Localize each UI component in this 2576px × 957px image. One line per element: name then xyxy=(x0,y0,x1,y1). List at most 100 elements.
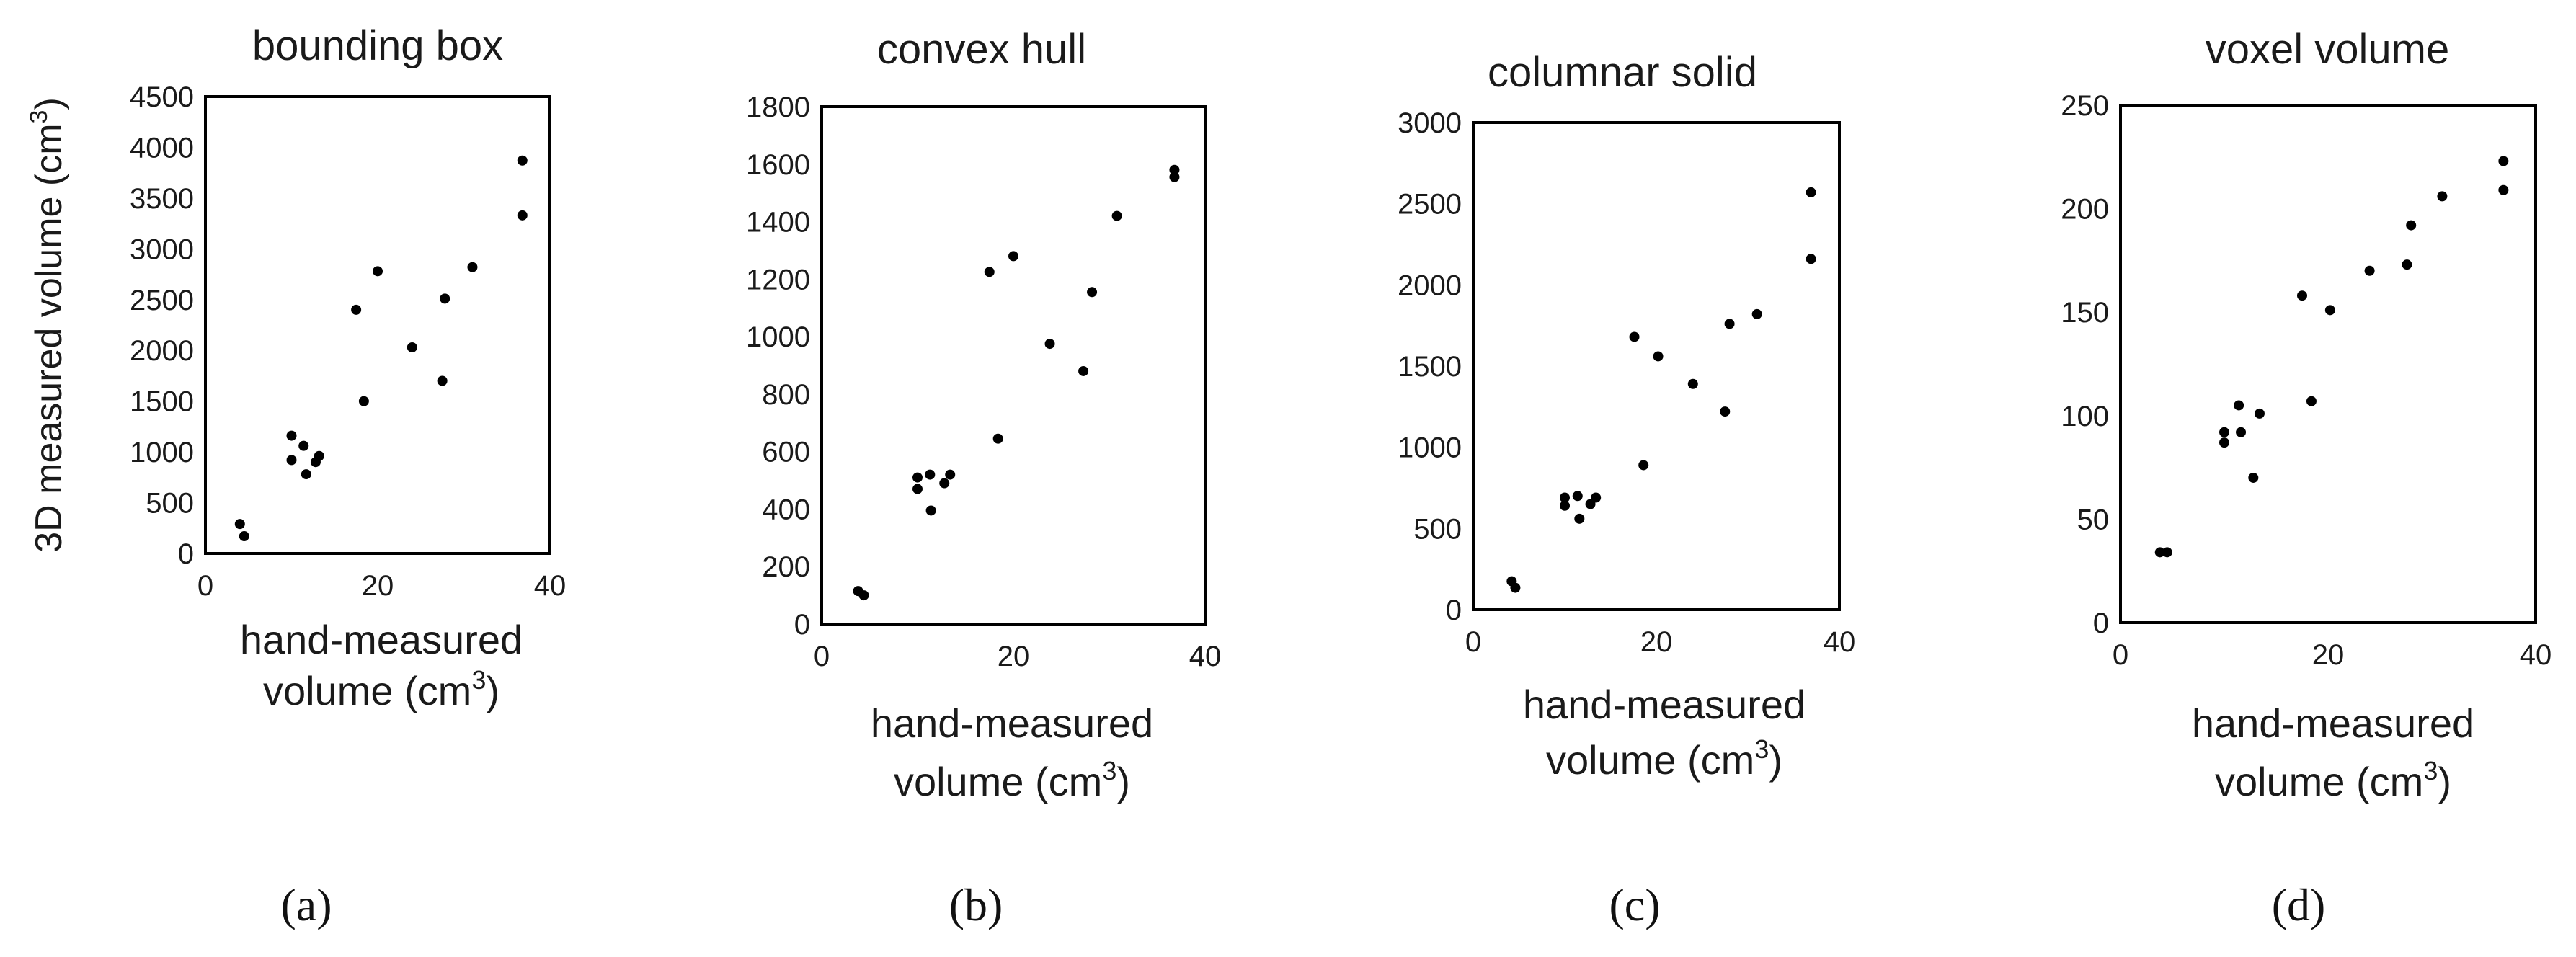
chart-c-ytick-label: 1000 xyxy=(1398,432,1462,464)
chart-b-data-point xyxy=(1008,251,1018,262)
chart-d-ytick-label: 200 xyxy=(2061,194,2109,226)
chart-a-ytick-label: 2500 xyxy=(130,285,194,316)
chart-d-data-point xyxy=(2402,259,2412,270)
chart-b-data-point xyxy=(925,469,936,480)
chart-a-xlabel-line1: hand-measured xyxy=(240,617,523,662)
chart-c-x-ticks: 0 20 40 xyxy=(1465,626,1855,658)
chart-c-data-point xyxy=(1806,187,1816,197)
chart-c-data-point xyxy=(1653,351,1664,362)
chart-b-plot-frame xyxy=(820,105,1207,626)
chart-a-ytick-label: 500 xyxy=(146,488,194,520)
chart-c-title: columnar solid xyxy=(1488,49,1757,96)
chart-a-data-point xyxy=(239,531,249,542)
chart-b-y-ticks: 0 200 400 600 800 1000 1200 1400 1600 1800 xyxy=(746,92,810,641)
chart-c-y-ticks: 0 500 1000 1500 2000 2500 3000 xyxy=(1398,107,1462,626)
chart-b-ytick-label: 1600 xyxy=(746,149,810,181)
chart-b-panel-label: (b) xyxy=(949,879,1003,930)
chart-b-ytick-label: 200 xyxy=(762,551,810,583)
chart-b-data-point xyxy=(1111,210,1122,221)
chart-a-ytick-label: 2000 xyxy=(130,335,194,367)
chart-b-data-point xyxy=(1169,164,1180,175)
chart-a: bounding box 3D measured volume (cm3) 0 5… xyxy=(25,22,566,930)
chart-d-plot-frame xyxy=(2119,104,2537,624)
chart-d-data-point xyxy=(2254,408,2265,419)
chart-b-data-point xyxy=(1087,287,1098,298)
chart-c-plot-frame xyxy=(1472,121,1841,611)
chart-c-data-point xyxy=(1591,492,1602,503)
chart-c-data-point xyxy=(1806,254,1816,264)
chart-a-data-point xyxy=(517,210,528,221)
chart-d-xlabel-line1: hand-measured xyxy=(2192,700,2474,746)
chart-a-data-point xyxy=(440,293,450,304)
chart-d-ytick-label: 100 xyxy=(2061,401,2109,432)
chart-a-ytick-label: 1500 xyxy=(130,386,194,418)
chart-b-xlabel-line1: hand-measured xyxy=(871,700,1153,746)
chart-d-points xyxy=(2154,156,2509,558)
chart-b-data-point xyxy=(945,469,956,480)
chart-c-data-point xyxy=(1629,331,1640,342)
chart-d-y-ticks: 0 50 100 150 200 250 xyxy=(2061,90,2109,639)
chart-c-data-point xyxy=(1724,319,1735,329)
chart-b-data-point xyxy=(858,590,869,601)
chart-b-data-point xyxy=(1169,172,1180,182)
chart-a-data-point xyxy=(437,375,448,386)
chart-a-plot-frame xyxy=(204,95,551,555)
chart-d-ytick-label: 150 xyxy=(2061,297,2109,329)
chart-c-data-point xyxy=(1572,491,1583,502)
chart-a-ytick-label: 0 xyxy=(178,538,194,570)
chart-a-ytick-label: 1000 xyxy=(130,437,194,468)
chart-b-x-ticks: 0 20 40 xyxy=(814,641,1221,672)
chart-a-xtick-label: 40 xyxy=(534,570,567,602)
chart-b-ytick-label: 0 xyxy=(794,609,810,641)
chart-b-data-point xyxy=(1044,339,1055,350)
chart-c-data-point xyxy=(1560,500,1570,511)
chart-a-data-point xyxy=(301,469,311,480)
chart-d-xlabel-line2: volume (cm3) xyxy=(2215,756,2451,804)
chart-c-data-point xyxy=(1687,378,1698,389)
chart-b-xlabel-line2: volume (cm3) xyxy=(894,756,1130,804)
chart-b-data-point xyxy=(912,472,923,483)
chart-b-ytick-label: 800 xyxy=(762,379,810,411)
chart-c-xtick-label: 40 xyxy=(1824,626,1856,658)
chart-b-data-point xyxy=(984,267,995,277)
chart-b-ytick-label: 1000 xyxy=(746,321,810,353)
chart-d-x-ticks: 0 20 40 xyxy=(2113,639,2551,671)
chart-c: columnar solid 050010001500200025003000 … xyxy=(1398,49,1855,930)
chart-d-data-point xyxy=(2498,156,2509,166)
chart-d-data-point xyxy=(2297,290,2307,301)
chart-a-xtick-label: 20 xyxy=(362,570,394,602)
chart-a-points xyxy=(234,155,528,542)
chart-c-data-point xyxy=(1560,492,1570,503)
chart-c-ytick-label: 2000 xyxy=(1398,270,1462,301)
chart-d-data-point xyxy=(2437,191,2448,202)
chart-a-data-point xyxy=(358,396,369,406)
chart-d-xtick-label: 20 xyxy=(2312,639,2345,671)
chart-b-xtick-label: 20 xyxy=(998,641,1030,672)
chart-b-data-point xyxy=(1078,365,1089,376)
chart-c-data-point xyxy=(1510,582,1521,593)
chart-b-ytick-label: 1200 xyxy=(746,264,810,295)
chart-c-ytick-label: 1500 xyxy=(1398,351,1462,383)
chart-b-ytick-label: 1800 xyxy=(746,92,810,123)
chart-c-ytick-label: 500 xyxy=(1413,513,1462,545)
chart-d: voxel volume 0 50 100 150 200 250 0 20 40 hand-… xyxy=(2061,26,2551,930)
chart-a-ytick-label: 3500 xyxy=(130,183,194,215)
chart-a-title: bounding box xyxy=(252,22,503,69)
chart-b-data-point xyxy=(925,505,936,516)
chart-d-data-point xyxy=(2219,427,2229,437)
chart-d-data-point xyxy=(2248,472,2259,483)
chart-d-data-point xyxy=(2498,184,2509,195)
chart-b-points xyxy=(853,164,1180,601)
chart-c-data-point xyxy=(1574,513,1585,524)
chart-d-xtick-label: 0 xyxy=(2113,639,2128,671)
chart-d-ytick-label: 50 xyxy=(2077,504,2110,535)
chart-a-data-point xyxy=(467,262,478,272)
chart-d-data-point xyxy=(2162,547,2172,558)
chart-c-points xyxy=(1506,187,1816,593)
chart-d-ytick-label: 0 xyxy=(2093,607,2109,639)
chart-c-data-point xyxy=(1720,406,1731,417)
chart-b-ytick-label: 600 xyxy=(762,437,810,468)
chart-b-data-point xyxy=(992,433,1003,444)
chart-a-data-point xyxy=(298,440,309,451)
